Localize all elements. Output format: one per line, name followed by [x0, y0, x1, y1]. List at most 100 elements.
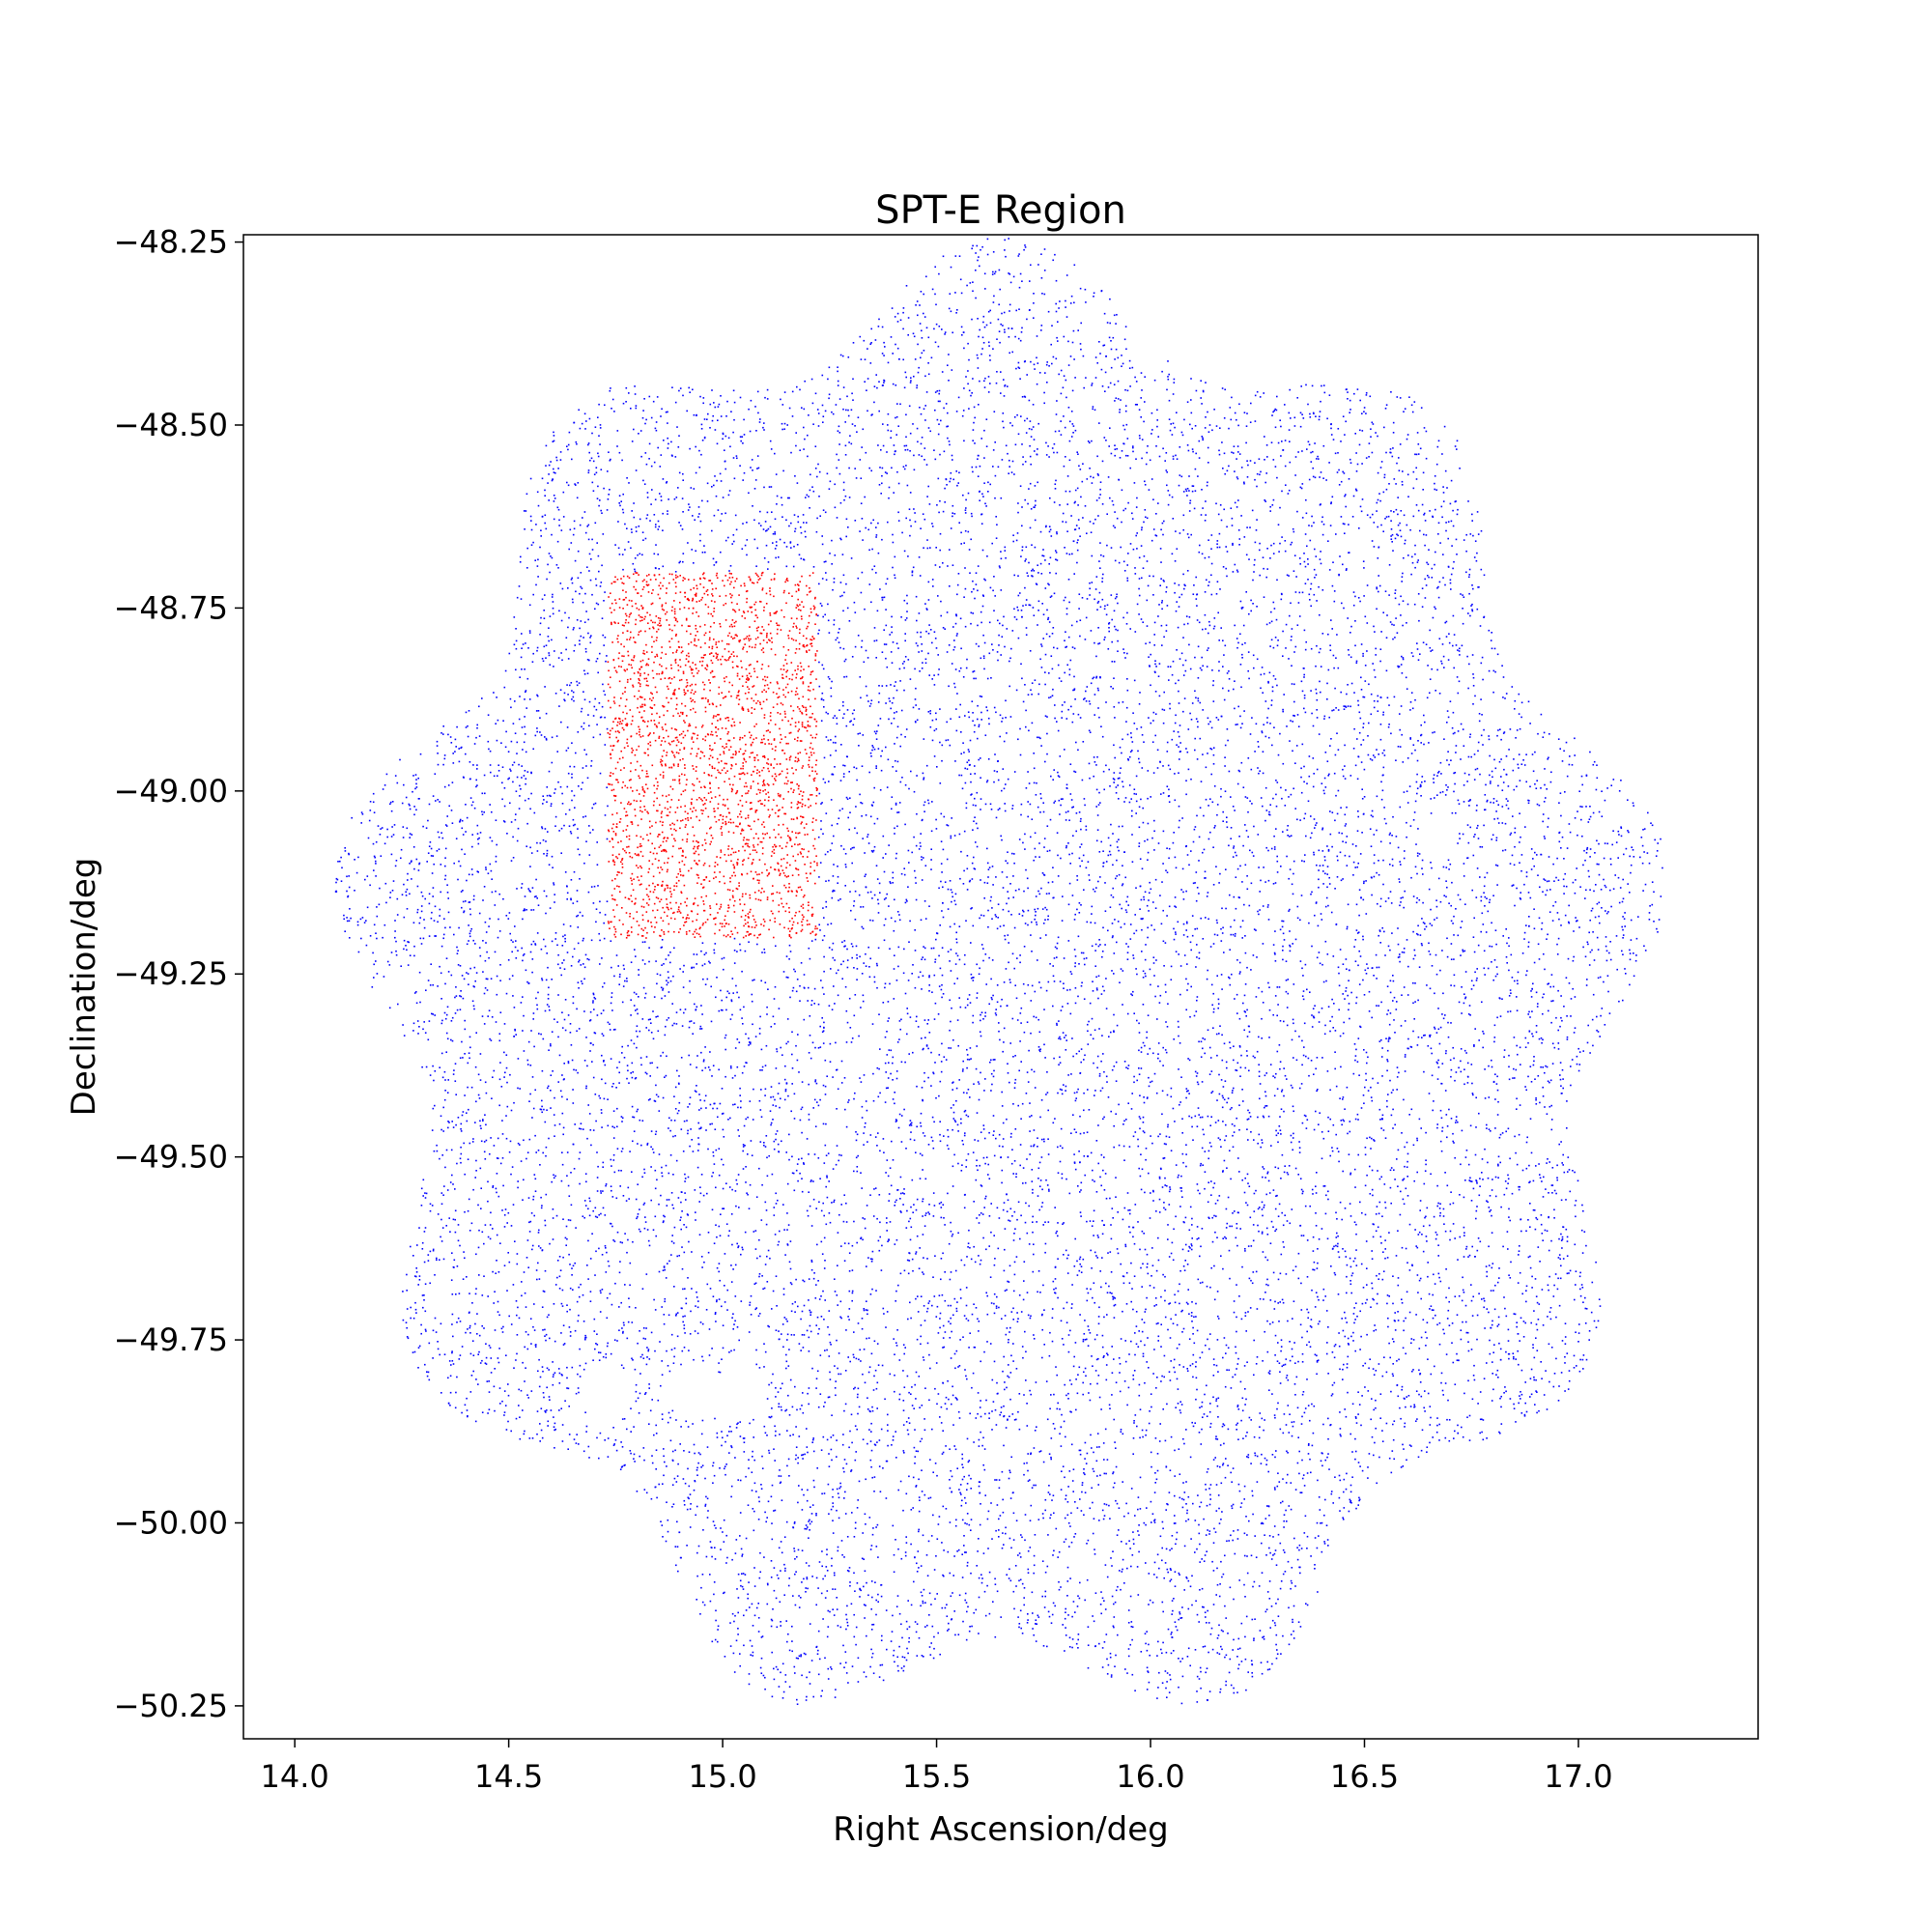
data-point	[1279, 542, 1281, 545]
data-point	[1048, 365, 1050, 367]
data-point	[1629, 949, 1631, 952]
data-point	[1622, 934, 1625, 936]
data-point	[1344, 1208, 1347, 1209]
data-point	[1250, 1279, 1252, 1282]
data-point	[1361, 498, 1364, 500]
data-point	[1210, 574, 1212, 577]
data-point	[1108, 1285, 1110, 1288]
data-point	[697, 1150, 699, 1151]
data-point	[451, 1252, 453, 1254]
data-point	[1622, 897, 1625, 900]
data-point	[796, 1555, 798, 1558]
data-point	[1211, 1091, 1214, 1093]
data-point	[1225, 546, 1227, 548]
data-point	[1152, 772, 1155, 774]
data-point	[1381, 752, 1384, 754]
data-point	[569, 1264, 571, 1265]
data-point	[984, 1011, 986, 1014]
data-point	[880, 769, 883, 772]
data-point	[1213, 625, 1216, 628]
data-point	[1133, 1370, 1136, 1372]
data-point	[955, 1519, 957, 1521]
data-point	[1245, 1398, 1247, 1401]
data-point	[932, 1215, 935, 1217]
data-point	[421, 1241, 424, 1244]
data-point	[1566, 1352, 1569, 1354]
data-point	[1006, 1386, 1008, 1389]
data-point	[982, 496, 984, 497]
data-point	[920, 356, 922, 359]
data-point	[618, 1071, 620, 1074]
data-point	[954, 760, 956, 762]
data-point	[1612, 830, 1614, 832]
data-point	[1648, 912, 1651, 914]
data-point	[581, 725, 582, 728]
data-point	[606, 1317, 609, 1320]
data-point	[1199, 1505, 1201, 1508]
data-point	[766, 1435, 768, 1436]
data-point	[1301, 967, 1303, 970]
data-point	[704, 551, 706, 554]
data-point	[1401, 581, 1403, 582]
data-point	[1366, 1174, 1368, 1177]
data-point	[953, 1297, 956, 1300]
data-point	[791, 390, 794, 393]
data-point	[877, 1095, 880, 1098]
data-point	[1059, 1145, 1062, 1148]
data-point	[1388, 564, 1391, 566]
data-point	[1042, 802, 1044, 804]
data-point	[1519, 1245, 1520, 1247]
data-point	[933, 974, 936, 977]
data-point	[1594, 916, 1597, 919]
data-point	[902, 1669, 905, 1672]
data-point	[892, 566, 894, 569]
data-point	[1579, 1294, 1582, 1297]
data-point	[394, 936, 396, 939]
data-point	[1389, 832, 1391, 835]
data-point	[1170, 423, 1172, 425]
data-point	[1406, 790, 1408, 792]
data-point	[984, 1078, 986, 1080]
data-point	[645, 1273, 648, 1275]
data-point	[535, 1269, 538, 1271]
data-point	[1188, 616, 1191, 618]
data-point	[1500, 738, 1502, 741]
data-point	[987, 1548, 989, 1549]
data-point	[1102, 573, 1104, 576]
data-point	[952, 331, 953, 334]
data-point	[826, 1177, 828, 1179]
data-point	[1025, 1379, 1027, 1381]
data-point	[448, 1122, 450, 1123]
data-point	[1390, 538, 1393, 540]
data-point	[1497, 1100, 1499, 1103]
data-point	[1222, 1423, 1225, 1425]
data-point	[588, 570, 590, 572]
data-point	[1333, 1003, 1335, 1005]
data-point	[837, 370, 838, 373]
data-point	[1032, 575, 1034, 578]
data-point	[1373, 546, 1376, 548]
data-point	[580, 1283, 582, 1286]
data-point	[713, 952, 716, 954]
data-point	[471, 845, 473, 848]
data-point	[1318, 651, 1321, 654]
data-point	[1527, 1256, 1530, 1259]
data-point	[549, 571, 551, 574]
data-point	[1299, 1566, 1301, 1569]
data-point	[658, 1153, 661, 1155]
data-point	[960, 1118, 962, 1121]
data-point	[994, 1479, 996, 1481]
data-point	[680, 1057, 683, 1059]
data-point	[806, 1676, 808, 1679]
data-point	[390, 836, 393, 838]
data-point	[744, 1231, 747, 1234]
data-point	[641, 1120, 644, 1122]
data-point	[444, 847, 447, 850]
data-point	[1076, 1507, 1079, 1509]
data-point	[999, 1515, 1002, 1517]
data-point	[1178, 735, 1180, 738]
data-point	[843, 1242, 846, 1244]
data-point	[1011, 460, 1014, 463]
data-point	[1372, 1236, 1375, 1238]
data-point	[772, 542, 774, 544]
